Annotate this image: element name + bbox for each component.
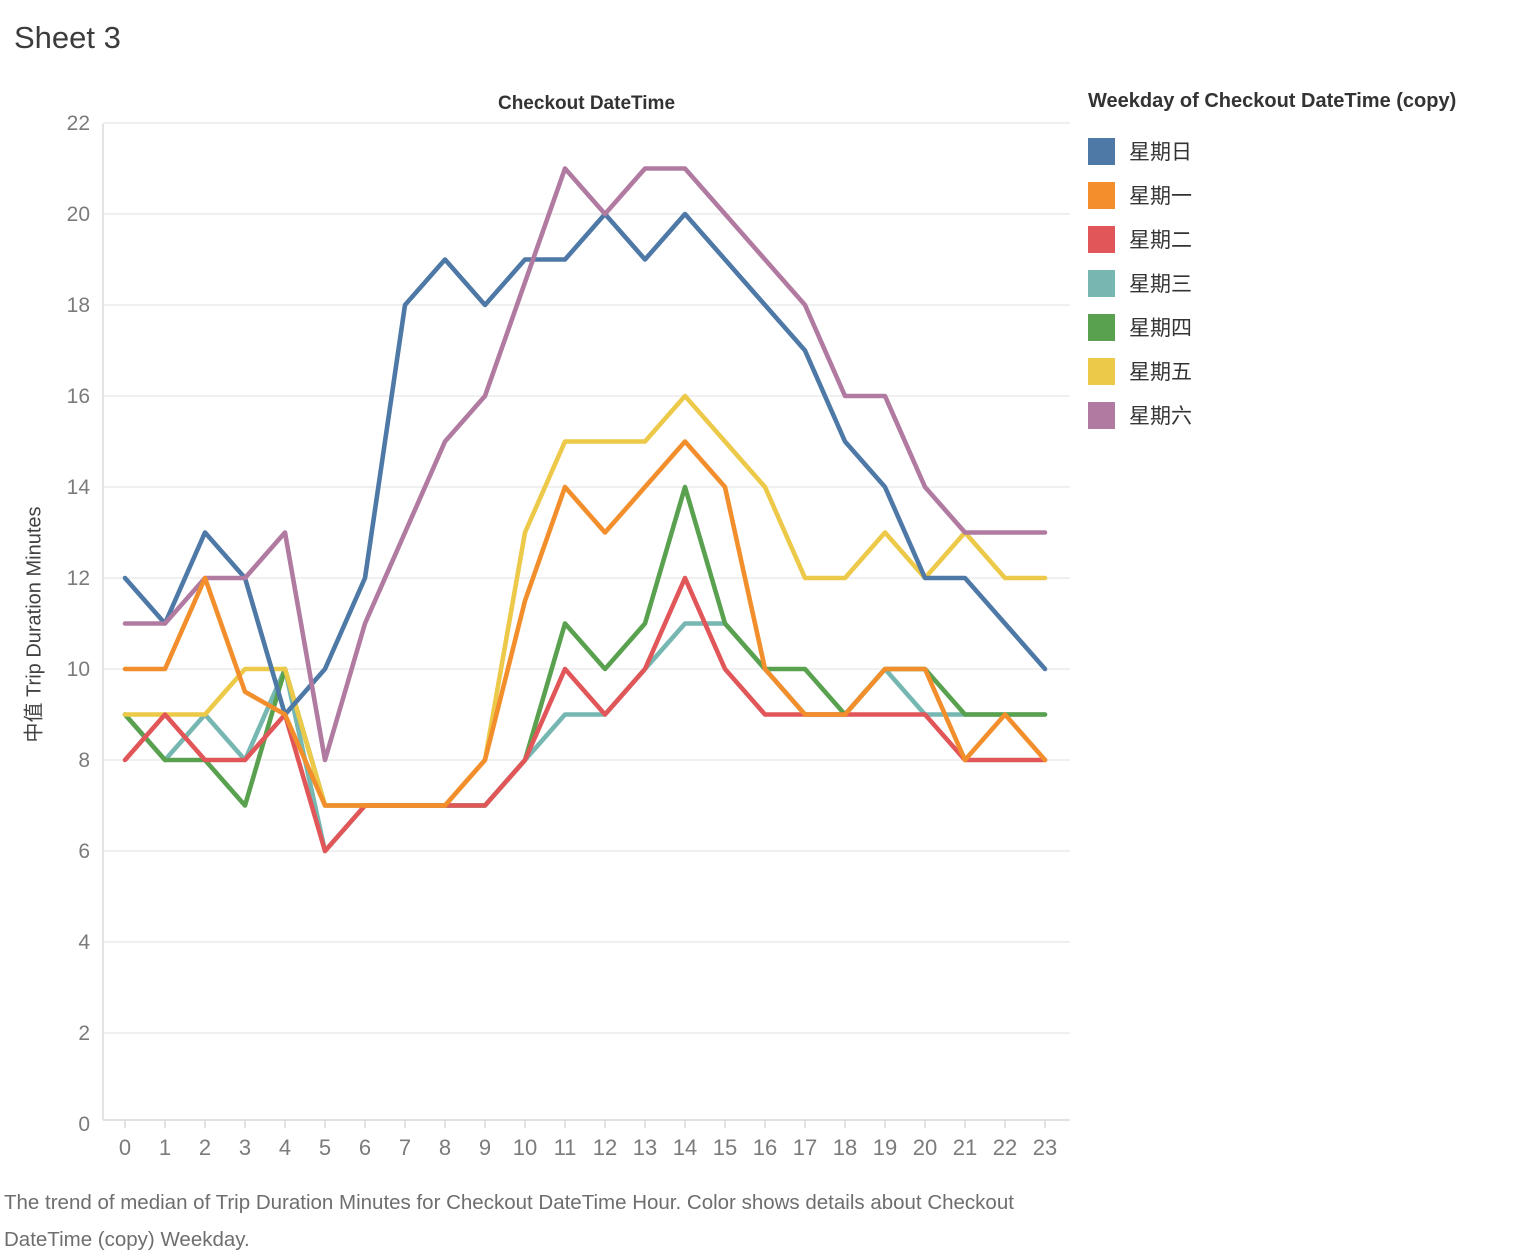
x-tick-label-3: 3 bbox=[239, 1135, 251, 1160]
legend-item-monday[interactable]: 星期一 bbox=[1088, 173, 1524, 217]
line-sunday[interactable] bbox=[122, 211, 1048, 717]
y-tick-label-10: 10 bbox=[67, 658, 90, 681]
x-tick-label-12: 12 bbox=[593, 1135, 617, 1160]
x-tick-label-16: 16 bbox=[753, 1135, 777, 1160]
y-tick-label-6: 6 bbox=[78, 840, 90, 863]
x-tick-label-11: 11 bbox=[554, 1135, 577, 1160]
y-tick-label-8: 8 bbox=[78, 749, 90, 772]
legend-swatch-sunday bbox=[1088, 137, 1115, 165]
x-tick-label-6: 6 bbox=[359, 1135, 371, 1160]
legend-item-tuesday[interactable]: 星期二 bbox=[1088, 217, 1524, 261]
legend-label-saturday: 星期六 bbox=[1129, 405, 1192, 428]
y-tick-label-4: 4 bbox=[78, 931, 90, 954]
x-tick-label-9: 9 bbox=[479, 1135, 491, 1160]
x-tick-label-19: 19 bbox=[873, 1135, 897, 1160]
y-tick-label-14: 14 bbox=[67, 476, 91, 499]
legend-label-friday: 星期五 bbox=[1129, 361, 1192, 384]
legend-item-sunday[interactable]: 星期日 bbox=[1088, 129, 1524, 173]
x-tick-label-2: 2 bbox=[199, 1135, 211, 1160]
x-tick-label-21: 21 bbox=[953, 1135, 977, 1160]
y-tick-label-20: 20 bbox=[67, 203, 90, 226]
legend-label-tuesday: 星期二 bbox=[1129, 229, 1192, 252]
x-tick-label-0: 0 bbox=[119, 1135, 131, 1160]
x-tick-label-14: 14 bbox=[673, 1135, 697, 1160]
x-tick-label-8: 8 bbox=[439, 1135, 451, 1160]
legend-swatch-tuesday bbox=[1088, 225, 1115, 253]
y-tick-label-16: 16 bbox=[67, 385, 90, 408]
x-tick-label-20: 20 bbox=[913, 1135, 937, 1160]
legend-label-thursday: 星期四 bbox=[1129, 317, 1192, 340]
x-tick-label-5: 5 bbox=[319, 1135, 331, 1160]
x-tick-label-17: 17 bbox=[793, 1135, 817, 1160]
page-title: Sheet 3 bbox=[14, 20, 121, 55]
x-tick-label-22: 22 bbox=[993, 1135, 1017, 1160]
legend-item-friday[interactable]: 星期五 bbox=[1088, 349, 1524, 393]
legend-label-monday: 星期一 bbox=[1129, 185, 1192, 208]
y-tick-label-12: 12 bbox=[67, 567, 90, 590]
line-monday[interactable] bbox=[122, 439, 1048, 808]
x-tick-label-13: 13 bbox=[633, 1135, 657, 1160]
legend: Weekday of Checkout DateTime (copy) 星期日 … bbox=[1088, 90, 1524, 437]
legend-item-thursday[interactable]: 星期四 bbox=[1088, 305, 1524, 349]
y-tick-label-22: 22 bbox=[67, 112, 90, 135]
legend-swatch-monday bbox=[1088, 181, 1115, 209]
x-tick-label-15: 15 bbox=[713, 1135, 737, 1160]
legend-label-wednesday: 星期三 bbox=[1129, 273, 1192, 296]
legend-item-saturday[interactable]: 星期六 bbox=[1088, 393, 1524, 437]
y-tick-label-0: 0 bbox=[78, 1113, 90, 1136]
chart-caption: The trend of median of Trip Duration Min… bbox=[4, 1191, 1014, 1251]
chart-title: Checkout DateTime bbox=[497, 93, 676, 114]
x-tick-label-10: 10 bbox=[513, 1135, 537, 1160]
legend-title: Weekday of Checkout DateTime (copy) bbox=[1088, 90, 1457, 112]
line-friday[interactable] bbox=[122, 393, 1048, 808]
legend-swatch-thursday bbox=[1088, 313, 1115, 341]
x-tick-label-4: 4 bbox=[279, 1135, 291, 1160]
y-tick-label-18: 18 bbox=[67, 294, 90, 317]
x-tick-label-18: 18 bbox=[833, 1135, 857, 1160]
legend-swatch-friday bbox=[1088, 357, 1115, 385]
legend-label-sunday: 星期日 bbox=[1129, 141, 1192, 164]
line-saturday[interactable] bbox=[122, 166, 1048, 763]
legend-item-wednesday[interactable]: 星期三 bbox=[1088, 261, 1524, 305]
legend-swatch-saturday bbox=[1088, 401, 1115, 429]
y-tick-label-2: 2 bbox=[78, 1022, 90, 1045]
x-tick-label-1: 1 bbox=[159, 1135, 171, 1160]
y-axis-title: 中值 Trip Duration Minutes bbox=[23, 506, 46, 743]
x-tick-label-7: 7 bbox=[399, 1135, 411, 1160]
x-tick-label-23: 23 bbox=[1033, 1135, 1057, 1160]
legend-swatch-wednesday bbox=[1088, 269, 1115, 297]
line-tuesday[interactable] bbox=[122, 575, 1048, 854]
